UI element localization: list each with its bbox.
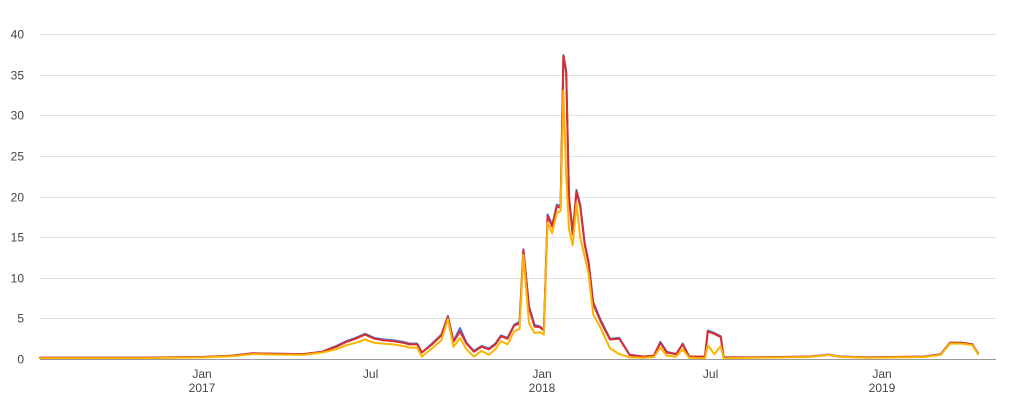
- y-axis: 0 5 10 15 20 25 30 35 40: [11, 28, 25, 367]
- y-tick-label: 35: [11, 69, 25, 83]
- x-tick-label: Jan: [872, 367, 891, 381]
- series-line-3[interactable]: [38, 89, 979, 360]
- x-tick-year-label: 2019: [869, 381, 896, 395]
- y-tick-label: 0: [17, 353, 24, 367]
- y-tick-label: 15: [11, 231, 25, 245]
- series-lines: [38, 54, 979, 360]
- y-tick-label: 5: [17, 312, 24, 326]
- x-tick-label: Jan: [532, 367, 551, 381]
- x-tick-label: Jan: [192, 367, 211, 381]
- y-tick-label: 30: [11, 109, 25, 123]
- x-tick-label: Jul: [363, 367, 378, 381]
- x-tick-year-label: 2017: [189, 381, 216, 395]
- series-line-1[interactable]: [38, 54, 979, 359]
- y-tick-label: 10: [11, 272, 25, 286]
- gridlines: [40, 34, 996, 319]
- y-tick-label: 40: [11, 28, 25, 42]
- series-line-2[interactable]: [38, 54, 979, 359]
- x-tick-year-label: 2018: [529, 381, 556, 395]
- y-tick-label: 25: [11, 150, 25, 164]
- y-tick-label: 20: [11, 191, 25, 205]
- x-tick-label: Jul: [703, 367, 718, 381]
